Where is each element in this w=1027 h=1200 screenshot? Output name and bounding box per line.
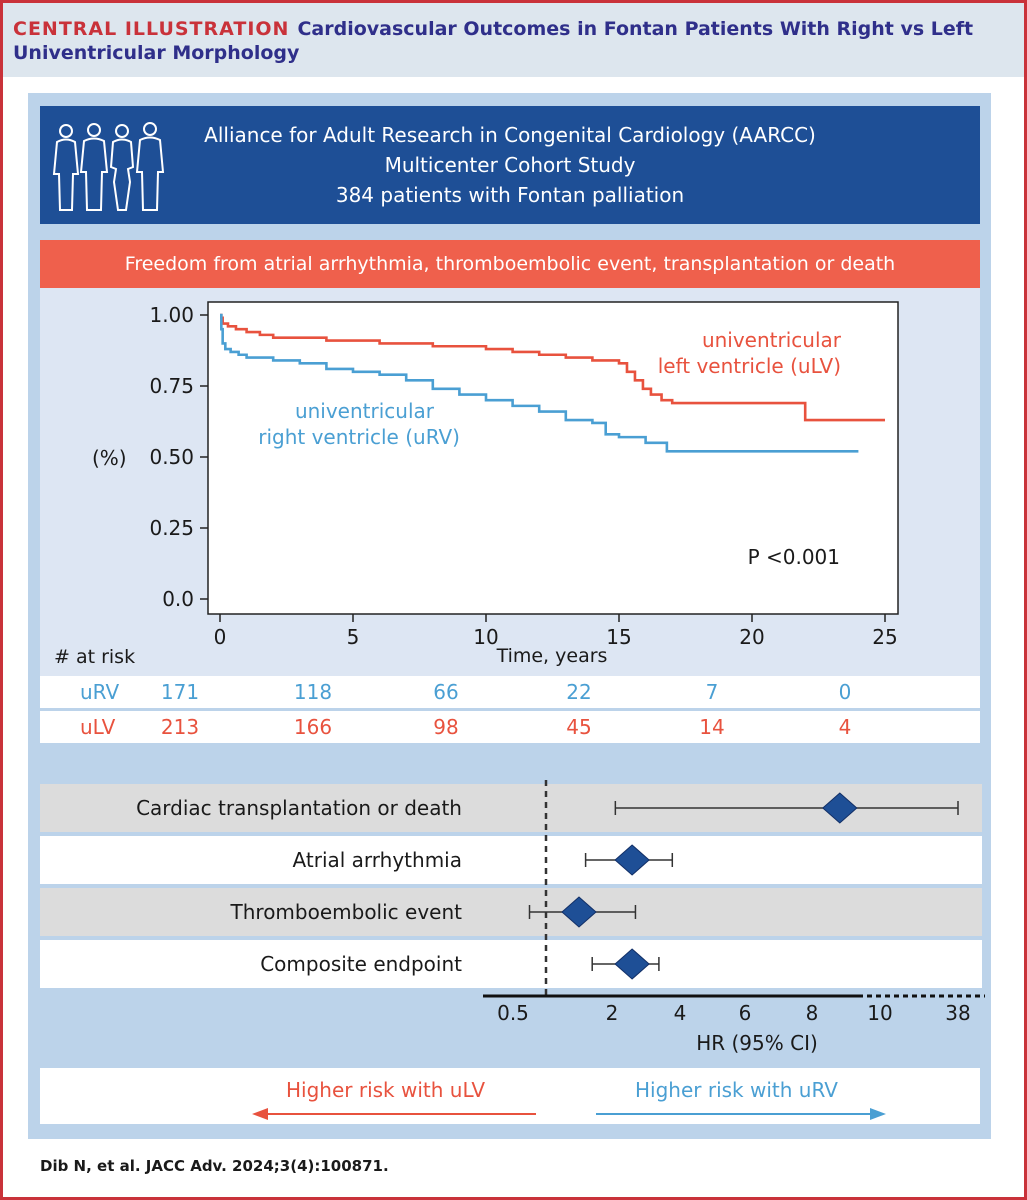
forest-marks: 0.5 2 4 6 8 10 38: [483, 780, 985, 1025]
at-risk-name: uRV: [80, 680, 120, 704]
hr-diamond: [561, 896, 597, 928]
km-y-tick-label: 0.50: [149, 445, 194, 469]
at-risk-value: 66: [433, 680, 459, 704]
forest-x-tick-label: 6: [739, 1001, 752, 1025]
direction-box: Higher risk with uLV Higher risk with uR…: [40, 1068, 980, 1124]
forest-x-tick-label: 10: [867, 1001, 892, 1025]
hr-diamond: [822, 792, 858, 824]
at-risk-name: uLV: [80, 715, 116, 739]
urv-label-line-1: univentricular: [295, 399, 435, 423]
at-risk-value: 4: [838, 715, 852, 739]
forest-x-tick-label: 8: [806, 1001, 819, 1025]
at-risk-value: 118: [293, 680, 333, 704]
people-icon: [52, 122, 165, 211]
forest-row: Thromboembolic event: [40, 888, 982, 936]
ulv-label-line-1: univentricular: [702, 328, 842, 352]
km-chart-area: 0 5 10 15 20 25 0.0 0.25 0.50 0.75 1.00 (%) Time, …: [40, 288, 980, 678]
forest-x-tick-label: 38: [945, 1001, 970, 1025]
at-risk-value: 45: [566, 715, 592, 739]
cohort-line-3: 384 patients with Fontan palliation: [335, 183, 685, 207]
higher-risk-ulv-label: Higher risk with uLV: [286, 1078, 486, 1102]
higher-risk-urv-label: Higher risk with uRV: [635, 1078, 838, 1102]
km-x-tick-label: 5: [347, 625, 360, 649]
header-title: CENTRAL ILLUSTRATION Cardiovascular Outco…: [13, 17, 1013, 65]
cohort-line-1: Alliance for Adult Research in Congenita…: [204, 123, 816, 147]
central-illustration-label: CENTRAL ILLUSTRATION: [13, 18, 290, 40]
left-arrow-head: [252, 1108, 268, 1120]
forest-label: Composite endpoint: [260, 952, 462, 976]
citation: Dib N, et al. JACC Adv. 2024;3(4):100871…: [40, 1157, 389, 1175]
at-risk-value: 98: [433, 715, 459, 739]
at-risk-row-ulv: uLV 213 166 98 45 14 4: [40, 711, 980, 743]
km-x-tick-label: 25: [872, 625, 897, 649]
km-y-axis-label: (%): [92, 446, 127, 470]
at-risk-value: 14: [699, 715, 725, 739]
at-risk-value: 22: [566, 680, 592, 704]
km-x-tick-label: 20: [739, 625, 764, 649]
forest-x-tick-label: 4: [674, 1001, 687, 1025]
km-x-tick-label: 10: [473, 625, 498, 649]
at-risk-value: 213: [160, 715, 200, 739]
at-risk-label: # at risk: [54, 646, 136, 668]
km-y-tick-label: 0.75: [149, 374, 194, 398]
outcome-banner: Freedom from atrial arrhythmia, thromboe…: [40, 240, 980, 288]
forest-plot: 0.5 2 4 6 8 10 38 HR (95% CI): [483, 780, 985, 1055]
km-series-urv-line: [220, 313, 859, 453]
km-axis-ticks: 0 5 10 15 20 25 0.0 0.25 0.50 0.75 1.00: [149, 303, 897, 649]
forest-row: Composite endpoint: [40, 940, 982, 988]
at-risk-value: 7: [705, 680, 719, 704]
km-chart: 0 5 10 15 20 25 0.0 0.25 0.50 0.75 1.00 (%) Time, …: [92, 301, 899, 667]
km-series-ulv-line: [220, 313, 885, 422]
km-x-tick-label: 0: [214, 625, 227, 649]
cohort-line-2: Multicenter Cohort Study: [384, 153, 636, 177]
at-risk-value: 171: [160, 680, 200, 704]
km-y-tick-label: 0.0: [162, 587, 194, 611]
forest-row: Atrial arrhythmia: [40, 836, 982, 884]
at-risk-value: 166: [293, 715, 333, 739]
ulv-label-line-2: left ventricle (uLV): [658, 354, 841, 378]
right-arrow-head: [870, 1108, 886, 1120]
hr-diamond: [614, 844, 650, 876]
direction-arrows: [252, 1108, 886, 1120]
at-risk-row-urv: uRV 171 118 66 22 7 0: [40, 676, 980, 708]
hr-diamond: [614, 948, 650, 980]
header: CENTRAL ILLUSTRATION Cardiovascular Outco…: [3, 3, 1024, 77]
forest-label: Thromboembolic event: [230, 900, 462, 924]
cohort-box: Alliance for Adult Research in Congenita…: [40, 106, 980, 224]
forest-x-tick-label: 2: [606, 1001, 619, 1025]
cohort-description: Alliance for Adult Research in Congenita…: [130, 120, 890, 210]
forest-label: Atrial arrhythmia: [292, 848, 462, 872]
km-y-tick-label: 1.00: [149, 303, 194, 327]
forest-x-tick-label: 0.5: [497, 1001, 529, 1025]
km-x-tick-label: 15: [606, 625, 631, 649]
forest-x-axis-label: HR (95% CI): [696, 1031, 818, 1055]
forest-label: Cardiac transplantation or death: [136, 796, 462, 820]
km-y-tick-label: 0.25: [149, 516, 194, 540]
km-x-axis-label: Time, years: [496, 645, 608, 667]
p-value-annotation: P <0.001: [748, 545, 840, 569]
at-risk-value: 0: [838, 680, 852, 704]
figure-title: Cardiovascular Outcomes in Fontan Patien…: [13, 18, 974, 64]
urv-label-line-2: right ventricle (uRV): [258, 425, 460, 449]
